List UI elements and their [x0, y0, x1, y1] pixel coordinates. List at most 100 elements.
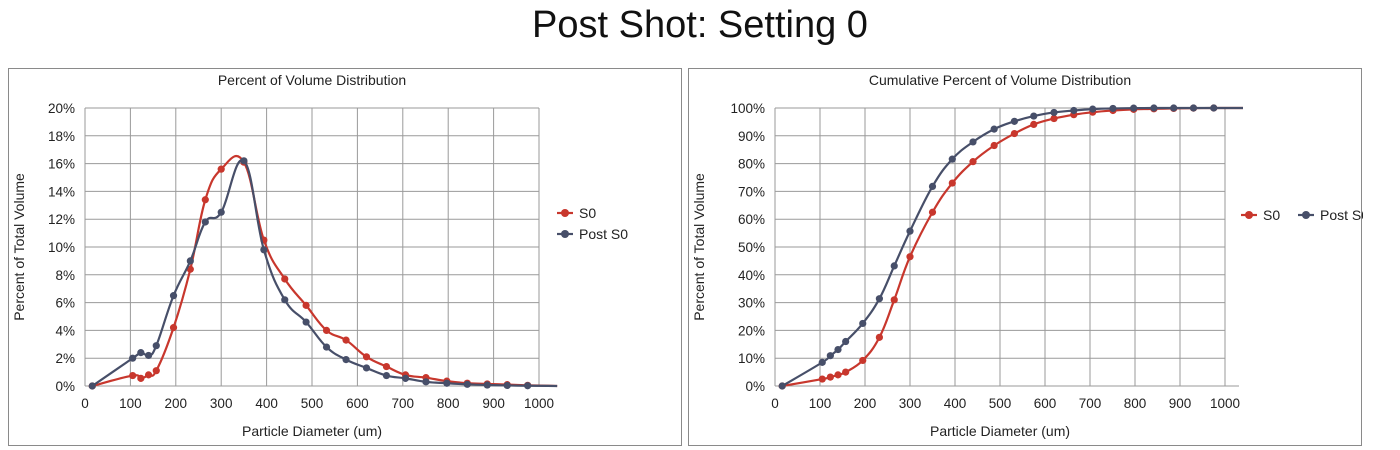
y-tick-label: 6% [55, 296, 75, 311]
data-point-s0 [928, 208, 937, 216]
data-point-post-s0 [137, 349, 145, 357]
legend-label: S0 [1263, 207, 1280, 223]
data-point-s0 [362, 353, 371, 361]
x-tick-label: 500 [989, 396, 1012, 411]
y-tick-label: 20% [738, 323, 765, 338]
y-tick-label: 0% [745, 379, 765, 394]
volume-distribution-chart: Percent of Volume Distribution 0 100 200 300… [11, 72, 628, 439]
legend-marker [1302, 211, 1310, 219]
x-tick-label: 200 [165, 396, 188, 411]
data-point-post-s0 [818, 358, 826, 366]
legend-label: Post S0 [1320, 207, 1363, 223]
data-point-post-s0 [342, 355, 350, 364]
y-tick-label: 10% [48, 240, 75, 255]
data-point-post-s0 [990, 125, 998, 133]
x-tick-label: 700 [1079, 396, 1102, 411]
x-tick-label: 900 [1169, 396, 1192, 411]
data-point-s0 [1050, 114, 1058, 123]
data-point-post-s0 [1109, 104, 1117, 113]
x-tick-label: 300 [210, 396, 233, 411]
data-point-s0 [890, 296, 898, 304]
data-point-post-s0 [302, 318, 310, 326]
y-tick-label: 80% [738, 157, 765, 172]
y-axis-title: Percent of Total Volume [11, 173, 27, 321]
data-point-post-s0 [281, 296, 289, 304]
x-tick-label: 600 [346, 396, 369, 411]
x-tick-label: 100 [119, 396, 142, 411]
data-point-post-s0 [463, 380, 471, 388]
data-point-s0 [342, 336, 350, 344]
y-tick-label: 12% [48, 212, 75, 227]
legend-entry-s0: S0 [1241, 207, 1280, 223]
y-tick-label: 8% [55, 268, 75, 283]
x-tick-label: 800 [437, 396, 460, 411]
data-point-post-s0 [217, 208, 225, 216]
legend-marker [561, 209, 569, 217]
data-point-post-s0 [1010, 117, 1018, 125]
data-point-post-s0 [948, 155, 956, 163]
data-point-post-s0 [88, 382, 96, 390]
data-point-s0 [169, 324, 178, 332]
legend-label: S0 [579, 205, 596, 221]
legend-label: Post S0 [579, 226, 628, 242]
data-point-s0 [875, 333, 883, 341]
data-point-post-s0 [842, 337, 850, 346]
y-axis-title: Percent of Total Volume [691, 173, 707, 321]
y-tick-label: 60% [738, 212, 765, 227]
legend-marker [561, 230, 569, 238]
data-point-post-s0 [401, 374, 410, 382]
chart-title: Percent of Volume Distribution [218, 72, 406, 88]
data-point-post-s0 [1150, 104, 1158, 112]
legend-entry-post-s0: Post S0 [1298, 207, 1363, 223]
data-point-post-s0 [322, 343, 331, 351]
data-point-post-s0 [1089, 105, 1097, 113]
data-point-post-s0 [169, 292, 178, 300]
data-point-s0 [834, 371, 842, 379]
data-point-post-s0 [969, 138, 977, 146]
y-tick-label: 20% [48, 101, 75, 116]
data-point-post-s0 [1210, 104, 1218, 112]
data-point-s0 [144, 371, 153, 379]
data-point-post-s0 [778, 382, 786, 390]
x-axis-title: Particle Diameter (um) [242, 423, 382, 439]
data-point-post-s0 [201, 218, 209, 226]
x-tick-label: 900 [482, 396, 505, 411]
y-tick-label: 16% [48, 157, 75, 172]
data-point-s0 [859, 356, 867, 365]
data-point-s0 [969, 158, 977, 166]
data-point-post-s0 [1070, 106, 1078, 115]
x-tick-label: 0 [771, 396, 779, 411]
data-point-s0 [906, 253, 914, 261]
y-tick-label: 18% [48, 129, 75, 144]
x-tick-label: 1000 [524, 396, 554, 411]
data-point-post-s0 [129, 354, 137, 362]
y-tick-label: 4% [55, 323, 75, 338]
data-point-s0 [129, 371, 137, 380]
data-point-s0 [818, 375, 826, 383]
data-point-post-s0 [1130, 104, 1138, 112]
data-point-post-s0 [1030, 112, 1038, 120]
x-tick-label: 400 [944, 396, 967, 411]
data-point-s0 [826, 373, 834, 381]
y-tick-label: 40% [738, 268, 765, 283]
cumulative-distribution-chart: Cumulative Percent of Volume Distributio… [691, 72, 1363, 439]
data-point-s0 [152, 367, 160, 375]
y-tick-label: 30% [738, 296, 765, 311]
data-point-post-s0 [382, 371, 391, 380]
data-point-post-s0 [362, 364, 371, 372]
data-point-post-s0 [890, 262, 898, 270]
x-tick-label: 1000 [1210, 396, 1240, 411]
data-point-s0 [842, 368, 850, 376]
y-tick-label: 0% [55, 379, 75, 394]
chart-panel-cumulative-distribution: Cumulative Percent of Volume Distributio… [688, 68, 1363, 446]
data-point-post-s0 [834, 345, 842, 354]
data-point-post-s0 [422, 378, 430, 386]
chart-panel-volume-distribution: Percent of Volume Distribution 0 100 200 300… [8, 68, 682, 446]
data-point-s0 [1010, 129, 1018, 138]
x-tick-label: 600 [1034, 396, 1057, 411]
data-point-s0 [137, 374, 145, 382]
data-point-s0 [201, 196, 209, 204]
x-tick-label: 300 [899, 396, 922, 411]
legend-entry-post-s0: Post S0 [557, 226, 628, 242]
data-point-s0 [322, 326, 331, 334]
